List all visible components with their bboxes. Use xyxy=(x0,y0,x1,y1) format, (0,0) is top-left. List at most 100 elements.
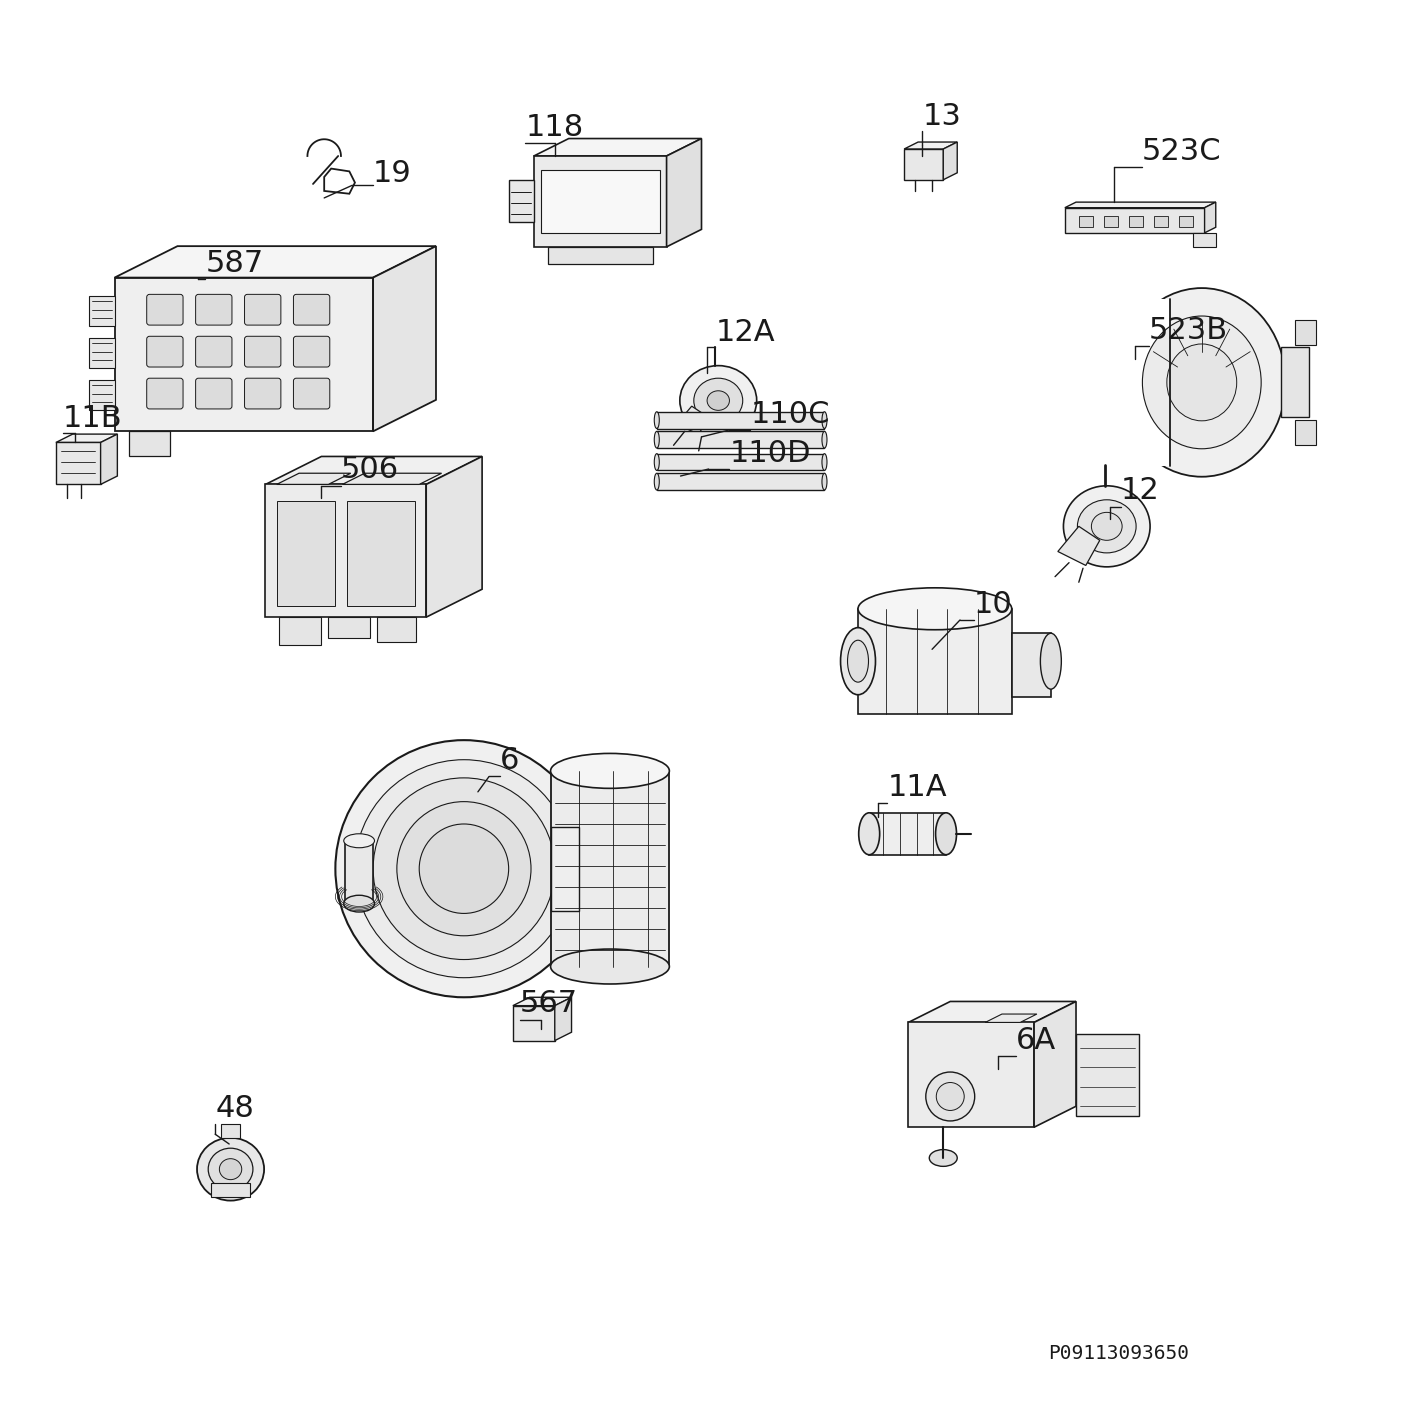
Ellipse shape xyxy=(1063,486,1150,566)
Bar xyxy=(1129,217,1143,228)
Text: 12A: 12A xyxy=(716,319,774,347)
Polygon shape xyxy=(56,442,101,484)
Ellipse shape xyxy=(847,640,868,683)
Polygon shape xyxy=(666,139,702,246)
FancyBboxPatch shape xyxy=(293,378,330,409)
Polygon shape xyxy=(324,169,355,194)
Ellipse shape xyxy=(1078,500,1136,552)
Bar xyxy=(870,813,946,855)
Text: 10: 10 xyxy=(974,589,1013,619)
Polygon shape xyxy=(90,296,115,327)
FancyBboxPatch shape xyxy=(147,336,182,367)
Polygon shape xyxy=(328,617,370,639)
Polygon shape xyxy=(908,1001,1076,1022)
Polygon shape xyxy=(276,473,351,484)
Text: 110D: 110D xyxy=(730,439,811,467)
Ellipse shape xyxy=(859,813,880,855)
Polygon shape xyxy=(533,156,666,246)
Ellipse shape xyxy=(1092,513,1122,541)
Bar xyxy=(550,770,669,967)
Ellipse shape xyxy=(694,378,742,423)
Polygon shape xyxy=(904,149,943,180)
Polygon shape xyxy=(904,142,957,149)
Polygon shape xyxy=(279,617,321,646)
Ellipse shape xyxy=(208,1148,253,1189)
Circle shape xyxy=(335,741,592,997)
Text: 11B: 11B xyxy=(63,404,122,433)
Polygon shape xyxy=(90,337,115,368)
Ellipse shape xyxy=(550,753,669,789)
Circle shape xyxy=(373,777,554,960)
Polygon shape xyxy=(1076,1034,1139,1116)
Ellipse shape xyxy=(859,588,1012,630)
Polygon shape xyxy=(115,246,436,278)
Polygon shape xyxy=(210,1184,250,1197)
Polygon shape xyxy=(265,484,427,617)
Text: 6: 6 xyxy=(501,746,519,775)
Ellipse shape xyxy=(822,473,826,490)
Ellipse shape xyxy=(822,432,826,447)
Text: P09113093650: P09113093650 xyxy=(1048,1344,1190,1364)
Ellipse shape xyxy=(344,895,375,912)
Bar xyxy=(1155,217,1169,228)
Text: 110C: 110C xyxy=(751,399,831,429)
Circle shape xyxy=(397,801,530,936)
Polygon shape xyxy=(550,827,578,910)
Polygon shape xyxy=(1295,320,1316,344)
Bar xyxy=(657,432,825,447)
Polygon shape xyxy=(101,435,118,484)
Polygon shape xyxy=(1194,232,1216,246)
Ellipse shape xyxy=(822,453,826,470)
Ellipse shape xyxy=(680,365,756,436)
Polygon shape xyxy=(129,432,171,456)
Text: 506: 506 xyxy=(341,456,398,484)
Polygon shape xyxy=(1295,421,1316,445)
Text: 118: 118 xyxy=(525,113,584,142)
FancyBboxPatch shape xyxy=(147,295,182,326)
Polygon shape xyxy=(1205,202,1216,232)
Ellipse shape xyxy=(219,1158,241,1180)
Polygon shape xyxy=(943,142,957,180)
Polygon shape xyxy=(1065,208,1205,232)
Polygon shape xyxy=(347,501,415,606)
Ellipse shape xyxy=(654,432,659,447)
Polygon shape xyxy=(547,246,652,263)
Bar xyxy=(657,473,825,490)
FancyBboxPatch shape xyxy=(244,295,281,326)
FancyBboxPatch shape xyxy=(147,378,182,409)
FancyBboxPatch shape xyxy=(293,295,330,326)
Text: 523B: 523B xyxy=(1149,316,1228,344)
Ellipse shape xyxy=(707,391,730,411)
Text: 587: 587 xyxy=(205,249,264,278)
Polygon shape xyxy=(220,1124,240,1138)
Polygon shape xyxy=(115,278,373,432)
Circle shape xyxy=(355,760,572,977)
Bar xyxy=(657,453,825,470)
Text: 567: 567 xyxy=(521,990,578,1018)
Text: 13: 13 xyxy=(922,102,961,130)
Polygon shape xyxy=(859,609,1012,714)
Polygon shape xyxy=(540,170,659,232)
Polygon shape xyxy=(513,1005,554,1041)
Ellipse shape xyxy=(654,412,659,429)
Polygon shape xyxy=(533,139,702,156)
Polygon shape xyxy=(345,841,373,903)
Circle shape xyxy=(419,824,509,913)
Ellipse shape xyxy=(654,453,659,470)
Polygon shape xyxy=(1065,202,1216,208)
FancyBboxPatch shape xyxy=(195,295,231,326)
Polygon shape xyxy=(265,456,483,484)
Ellipse shape xyxy=(822,412,826,429)
Bar xyxy=(1104,217,1118,228)
Bar xyxy=(1079,217,1093,228)
Polygon shape xyxy=(676,406,709,435)
Text: 12: 12 xyxy=(1121,476,1159,506)
FancyBboxPatch shape xyxy=(244,378,281,409)
Text: 523C: 523C xyxy=(1142,137,1222,166)
Polygon shape xyxy=(908,1022,1034,1127)
Polygon shape xyxy=(56,435,118,442)
Ellipse shape xyxy=(654,473,659,490)
Bar xyxy=(1180,217,1194,228)
Polygon shape xyxy=(985,1014,1037,1022)
Bar xyxy=(657,412,825,429)
